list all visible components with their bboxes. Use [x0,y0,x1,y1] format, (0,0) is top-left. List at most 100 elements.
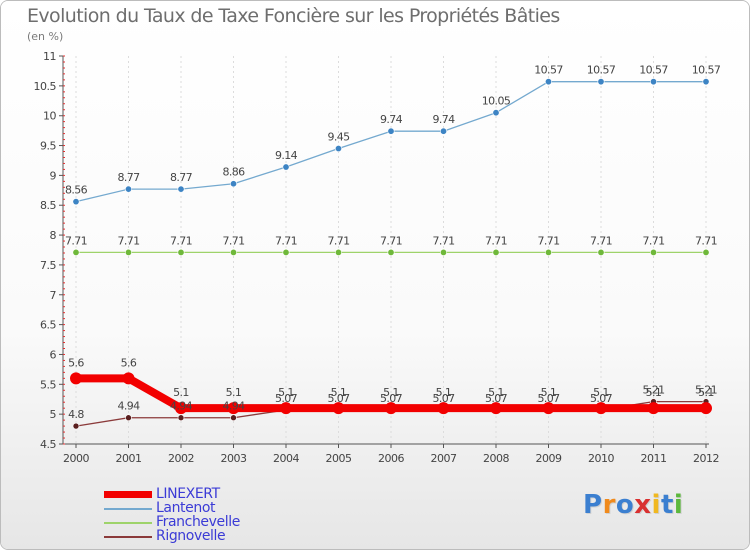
data-label-lantenot: 8.77 [117,171,140,184]
data-label-franchevelle: 7.71 [380,234,402,247]
data-label-franchevelle: 7.71 [275,234,297,247]
point-lantenot [334,145,342,153]
data-label-lantenot: 10.57 [692,64,721,77]
data-label-lantenot: 9.45 [327,131,350,144]
point-franchevelle [597,248,605,256]
data-label-rignovelle: 5.07 [485,392,508,405]
point-linexert [332,402,345,415]
x-tick-label: 2004 [273,452,299,465]
data-label-lantenot: 9.14 [275,149,298,162]
y-tick-label: 8 [50,229,57,242]
point-franchevelle [282,248,290,256]
data-label-rignovelle: 5.07 [380,392,403,405]
data-label-rignovelle: 4.94 [117,400,140,413]
logo-letter: x [634,490,652,520]
point-franchevelle [72,248,80,256]
y-tick-label: 10 [43,110,56,123]
y-tick-label: 9 [50,169,57,182]
point-lantenot [492,109,500,117]
data-label-linexert: 5.1 [698,386,714,399]
x-tick-label: 2009 [536,452,562,465]
y-tick-label: 6 [50,348,57,361]
y-tick-labels: 4.5 5 5.5 6 6.5 7 7.5 8 8.5 9 9.5 10 10.5 11 [34,50,58,451]
point-linexert [437,402,450,415]
legend-label-franchevelle: Franchevelle [156,514,240,530]
logo-letter: o [615,490,635,520]
point-linexert [595,402,607,415]
legend-swatch-franchevelle [104,522,152,524]
y-tick-label: 4.5 [40,438,56,451]
axes [59,55,709,448]
logo-letter: P [583,490,603,520]
data-label-lantenot: 8.86 [222,166,245,179]
data-label-linexert: 5.1 [383,386,399,399]
point-franchevelle [649,248,657,256]
data-label-franchevelle: 7.71 [222,234,244,247]
point-linexert [700,402,712,415]
data-label-lantenot: 10.57 [587,64,616,77]
data-label-linexert: 5.1 [436,386,452,399]
data-label-rignovelle: 4.8 [68,408,84,421]
data-label-rignovelle: 5.07 [327,392,350,405]
data-label-linexert: 5.1 [488,386,504,399]
data-label-lantenot: 10.05 [482,95,511,108]
data-label-rignovelle: 5.07 [432,392,455,405]
point-rignovelle [72,422,80,430]
data-label-franchevelle: 7.71 [170,234,192,247]
logo-letter: t [660,490,674,520]
data-label-linexert: 5.1 [331,386,347,399]
point-lantenot [387,127,395,135]
y-tick-label: 9.5 [40,140,56,153]
proxiti-logo: Proxiti [583,490,683,520]
data-label-linexert: 5.1 [646,386,662,399]
data-label-franchevelle: 7.71 [327,234,349,247]
y-tick-label: 7.5 [40,259,56,272]
point-franchevelle [125,248,133,256]
x-tick-label: 2007 [431,452,457,465]
legend-label-rignovelle: Rignovelle [156,528,226,544]
point-franchevelle [702,248,710,256]
data-label-rignovelle: 5.21 [642,384,664,397]
x-tick-label: 2011 [641,452,667,465]
unit-label: (en %) [27,30,64,43]
point-rignovelle [125,414,132,422]
data-label-linexert: 5.1 [173,386,189,399]
point-lantenot [125,185,133,193]
point-linexert [385,402,397,415]
data-label-franchevelle: 7.71 [695,234,717,247]
data-label-franchevelle: 7.71 [117,234,139,247]
x-tick-labels: 2000 2001 2002 2003 2004 2005 2006 2007 2008 2009… [63,452,720,465]
data-label-rignovelle: 5.07 [275,392,298,405]
x-tick-label: 2006 [378,452,404,465]
x-tick-label: 2005 [326,452,352,465]
logo-letter: i [673,490,684,520]
data-label-franchevelle: 7.71 [590,234,612,247]
point-lantenot [72,198,80,206]
x-tick-label: 2010 [588,452,614,465]
y-tick-label: 10.5 [34,80,57,93]
data-label-linexert: 5.1 [541,386,557,399]
x-tick-label: 2000 [63,452,89,465]
x-tick-label: 2008 [483,452,509,465]
x-tick-label: 2012 [693,452,719,465]
data-label-franchevelle: 7.71 [432,234,454,247]
point-franchevelle [492,248,500,256]
data-label-franchevelle: 7.71 [537,234,559,247]
data-label-lantenot: 10.57 [639,64,668,77]
y-tick-label: 8.5 [40,199,56,212]
point-lantenot [230,180,238,188]
point-lantenot [649,78,657,86]
y-tick-label: 5 [50,408,57,421]
point-lantenot [702,78,710,86]
legend-label-linexert: LINEXERT [156,486,220,502]
data-label-rignovelle: 4.94 [222,400,245,413]
x-tick-label: 2001 [116,452,142,465]
data-label-rignovelle: 5.21 [695,384,717,397]
point-lantenot [597,78,605,86]
data-label-lantenot: 9.74 [380,113,403,126]
point-linexert [490,402,502,415]
chart-title: Evolution du Taux de Taxe Foncière sur l… [27,5,560,27]
data-label-linexert: 5.6 [68,356,84,369]
